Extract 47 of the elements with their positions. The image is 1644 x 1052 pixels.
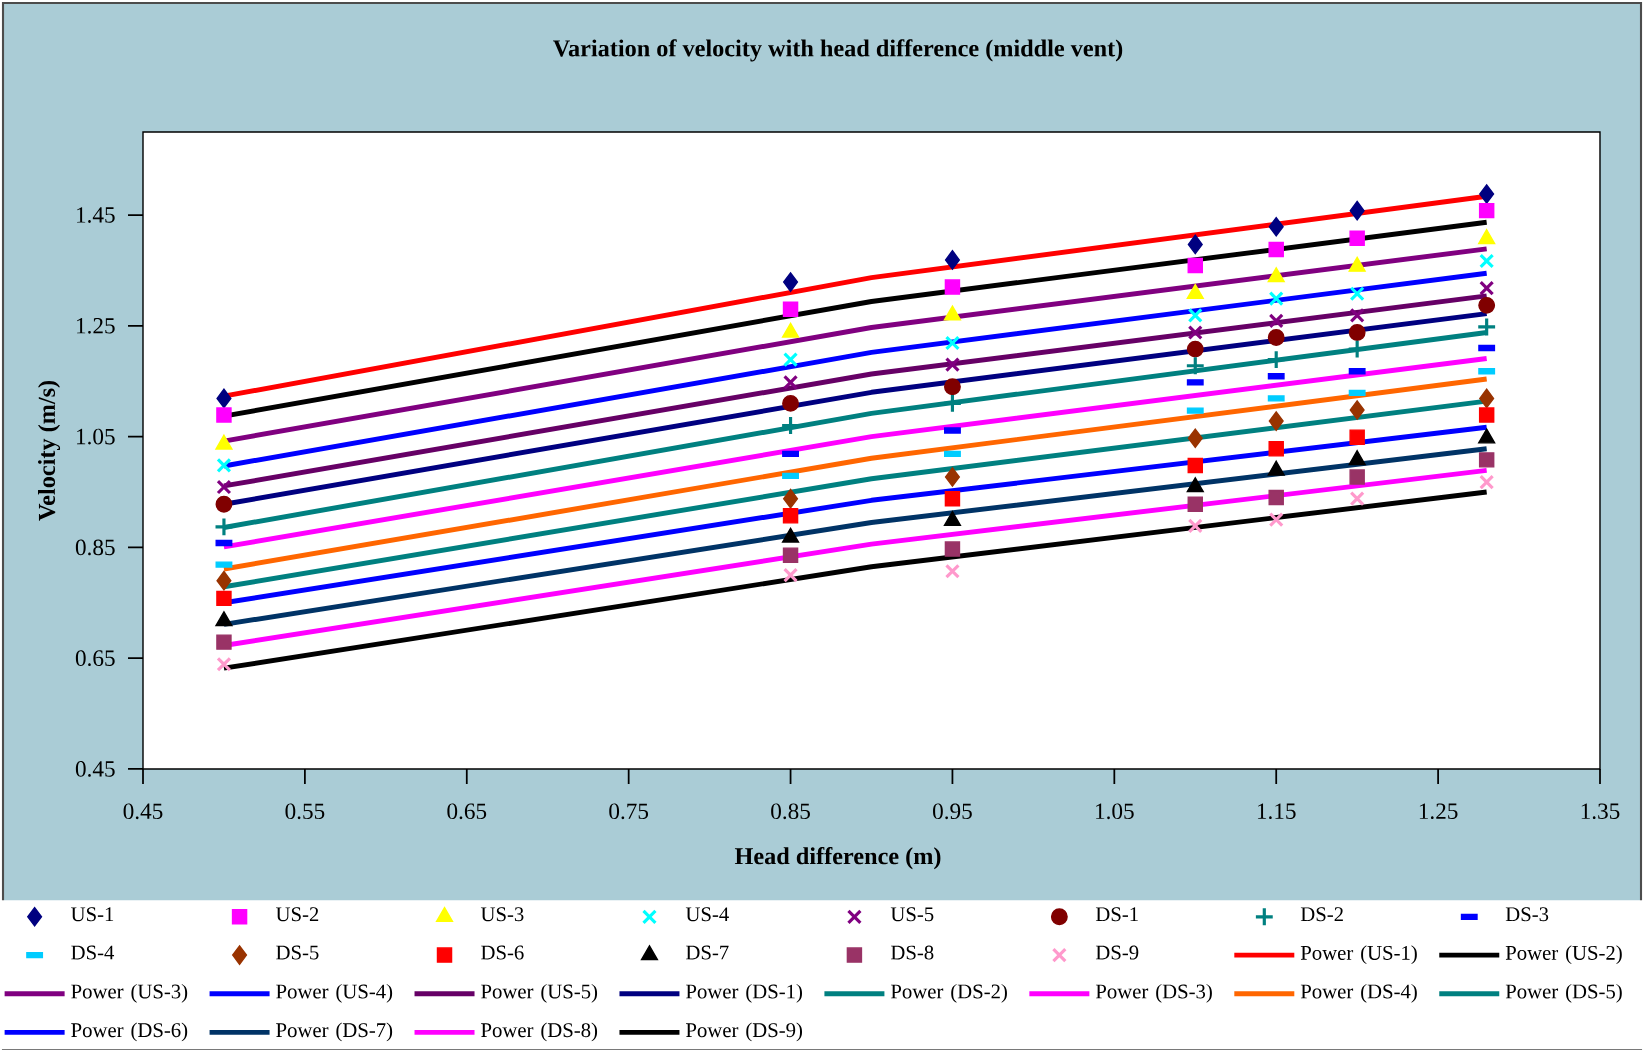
legend-label: Power (DS-8) bbox=[481, 1022, 598, 1042]
legend-label: US-4 bbox=[685, 907, 729, 922]
legend-label: Power (US-2) bbox=[1505, 945, 1622, 965]
legend-label: Power (DS-2) bbox=[891, 983, 1007, 1003]
y-tick-label: 1.45 bbox=[77, 207, 115, 223]
legend-label: US-2 bbox=[275, 907, 319, 922]
x-tick-label: 0.65 bbox=[447, 803, 487, 820]
legend-label: Power (DS-9) bbox=[686, 1022, 803, 1042]
legend-label: Power (DS-5) bbox=[1505, 983, 1622, 1003]
legend-label: DS-1 bbox=[1095, 907, 1138, 922]
legend-label: DS-6 bbox=[481, 945, 524, 960]
legend-label: US-5 bbox=[890, 907, 934, 922]
legend-label: US-1 bbox=[71, 907, 114, 922]
y-tick-label: 0.45 bbox=[75, 761, 115, 777]
legend-label: Power (US-5) bbox=[481, 983, 598, 1003]
x-tick-label: 1.25 bbox=[1419, 803, 1458, 820]
x-tick-label: 0.55 bbox=[285, 803, 325, 820]
legend-label: Power (US-1) bbox=[1300, 945, 1417, 965]
legend-label: DS-8 bbox=[891, 945, 934, 960]
x-tick-label: 0.95 bbox=[933, 803, 972, 820]
legend-label: Power (DS-6) bbox=[71, 1022, 188, 1042]
chart-title: Variation of velocity with head difference (middle vent) bbox=[553, 39, 1123, 62]
x-tick-label: 0.45 bbox=[123, 803, 163, 820]
legend-label: Power (DS-4) bbox=[1300, 983, 1417, 1003]
legend-label: Power (DS-7) bbox=[276, 1022, 393, 1042]
x-tick-label: 1.35 bbox=[1581, 803, 1620, 820]
legend-label: Power (DS-3) bbox=[1095, 983, 1212, 1003]
legend-label: DS-4 bbox=[71, 945, 115, 960]
legend-label: DS-3 bbox=[1505, 907, 1549, 922]
y-axis-title: Velocity (m/s) bbox=[38, 380, 61, 521]
legend-label: DS-5 bbox=[276, 945, 319, 960]
legend-label: Power (US-4) bbox=[276, 983, 393, 1003]
x-axis-title: Head difference (m) bbox=[734, 847, 941, 870]
legend-label: Power (US-3) bbox=[71, 983, 188, 1003]
y-tick-label: 1.25 bbox=[77, 317, 115, 334]
legend-label: DS-9 bbox=[1095, 945, 1139, 960]
y-tick-label: 0.85 bbox=[75, 539, 115, 556]
legend-label: US-3 bbox=[480, 907, 524, 922]
y-tick-label: 0.65 bbox=[75, 650, 115, 667]
legend-label: Power (DS-1) bbox=[686, 983, 803, 1003]
legend-label: DS-7 bbox=[686, 945, 729, 960]
x-tick-label: 0.85 bbox=[771, 803, 810, 820]
x-tick-label: 0.75 bbox=[609, 803, 649, 820]
y-tick-label: 1.05 bbox=[77, 428, 115, 445]
x-tick-label: 1.15 bbox=[1257, 803, 1296, 820]
x-tick-label: 1.05 bbox=[1096, 803, 1134, 820]
legend-label: DS-2 bbox=[1300, 907, 1343, 922]
